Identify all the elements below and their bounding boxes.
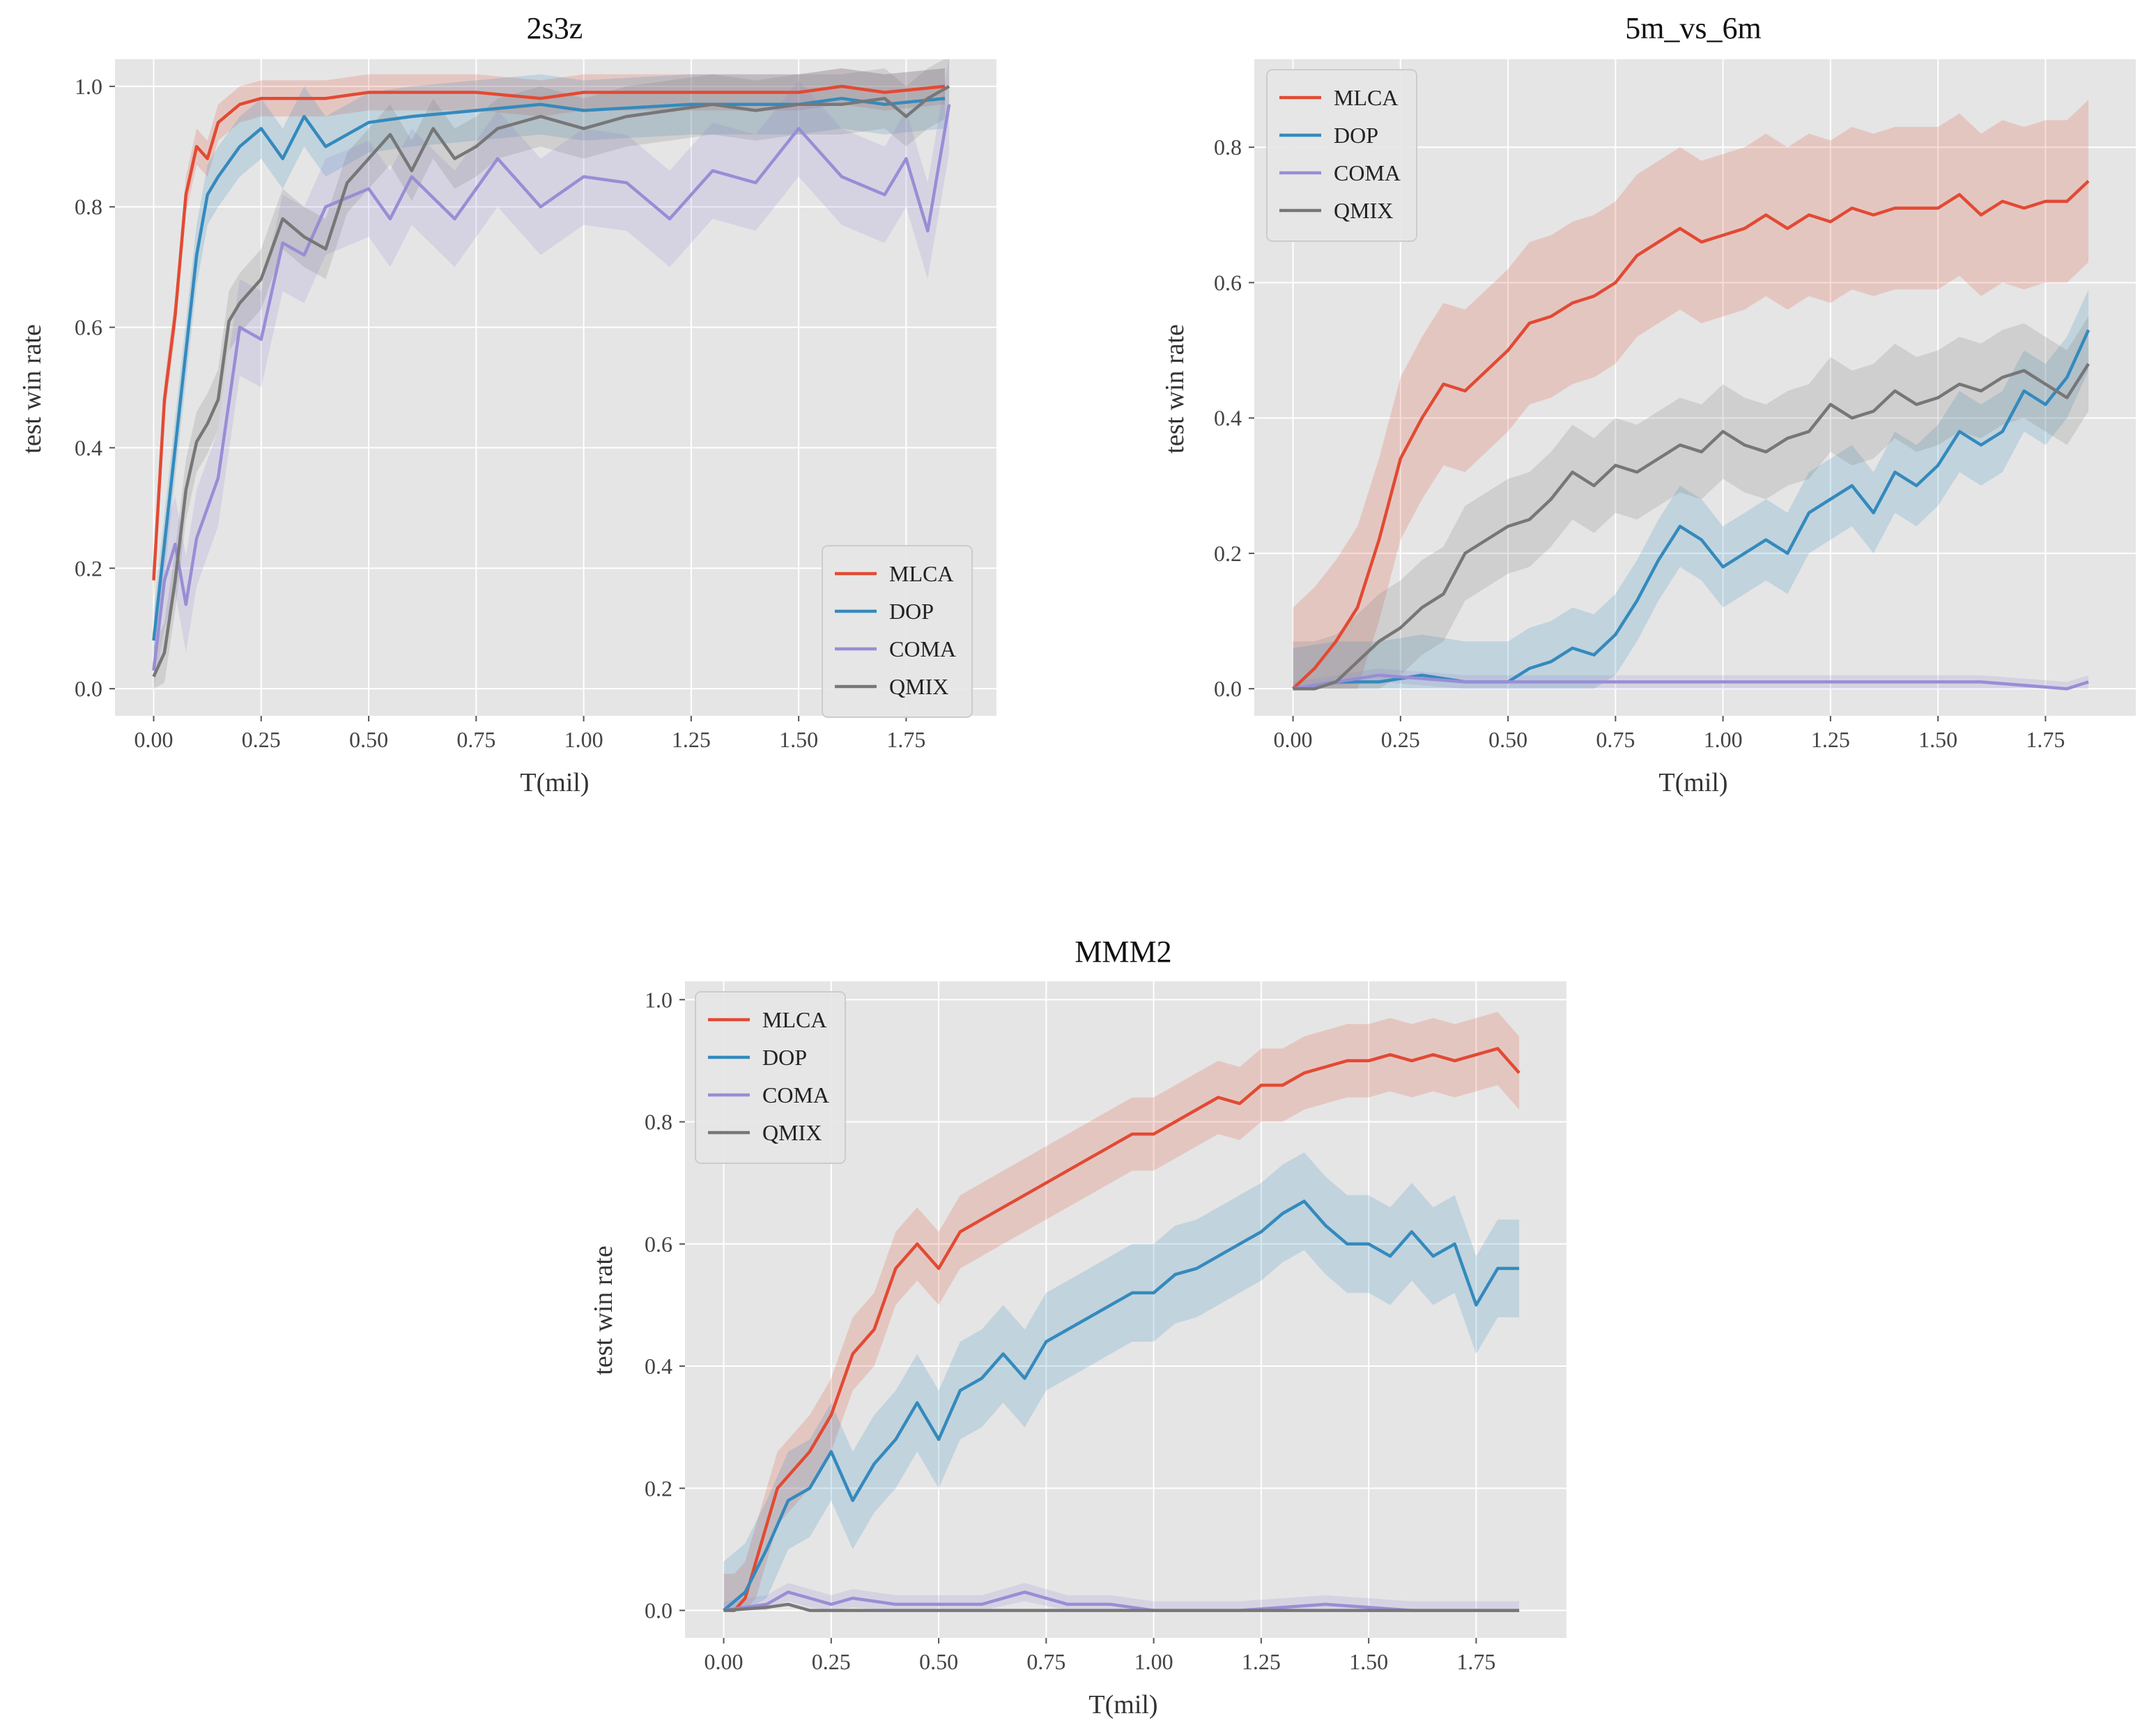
confidence-band-mlca (153, 68, 945, 599)
y-tick-label: 0.0 (645, 1598, 672, 1623)
legend-label-dop: DOP (1334, 123, 1378, 148)
confidence-band-coma (153, 59, 950, 689)
y-tick-label: 0.4 (645, 1354, 672, 1379)
plot-area: 0.00 0.25 0.50 0.75 1.00 1.25 1.50 1.75 0.0 0.2 0.… (75, 59, 996, 752)
legend-label-coma: COMA (889, 636, 956, 661)
legend: MLCA DOP COMA QMIX (822, 545, 973, 718)
x-tick-label: 0.75 (1596, 727, 1635, 752)
y-tick-label: 0.8 (645, 1110, 672, 1135)
x-axis-label: T(mil) (1088, 1690, 1157, 1719)
series-layer (152, 59, 951, 689)
series-layer (723, 1011, 1520, 1612)
chart-mmm2: 0.00 0.25 0.50 0.75 1.00 1.25 1.50 1.75 0.0 0.2 0.… (589, 935, 1566, 1719)
series-line-dop (723, 1200, 1520, 1612)
x-tick-label: 1.00 (564, 727, 603, 752)
legend-box (1266, 69, 1417, 242)
y-tick-label: 0.4 (1214, 406, 1242, 431)
x-tick-label: 1.50 (1918, 727, 1957, 752)
x-tick-label: 0.50 (919, 1649, 958, 1674)
x-tick-label: 1.25 (672, 727, 711, 752)
y-tick-label: 0.8 (1214, 135, 1242, 160)
legend-label-qmix: QMIX (762, 1120, 822, 1145)
legend-label-dop: DOP (889, 599, 934, 624)
confidence-band-coma (1293, 668, 2089, 689)
x-tick-label: 0.00 (704, 1649, 744, 1674)
chart-title: MMM2 (1075, 935, 1171, 969)
legend-label-coma: COMA (762, 1082, 829, 1108)
legend-label-mlca: MLCA (762, 1007, 826, 1032)
series-line-coma (1293, 673, 2089, 691)
y-tick-label: 0.6 (1214, 270, 1242, 295)
x-tick-label: 0.25 (1381, 727, 1420, 752)
chart-title: 5m_vs_6m (1625, 11, 1762, 45)
legend-box (822, 545, 973, 718)
legend: MLCA DOP COMA QMIX (695, 991, 846, 1164)
y-axis-label: test win rate (589, 1246, 618, 1375)
confidence-band-qmix (153, 59, 950, 689)
x-tick-label: 1.75 (2026, 727, 2065, 752)
y-tick-label: 0.8 (75, 194, 102, 220)
confidence-band-dop (723, 1152, 1520, 1611)
confidence-band-dop (153, 68, 945, 671)
x-tick-label: 1.25 (1242, 1649, 1281, 1674)
series-line-dop (152, 96, 946, 641)
x-tick-label: 1.00 (1704, 727, 1743, 752)
series-line-dop (1293, 329, 2090, 691)
x-axis-label: T(mil) (520, 768, 589, 797)
x-tick-label: 0.25 (242, 727, 281, 752)
legend-label-qmix: QMIX (889, 674, 948, 699)
series-line-coma (723, 1591, 1520, 1612)
x-tick-label: 0.25 (812, 1649, 851, 1674)
y-tick-label: 1.0 (75, 74, 102, 99)
series-line-qmix (723, 1602, 1520, 1612)
legend-label-qmix: QMIX (1334, 198, 1393, 223)
series-line-mlca (1291, 180, 2090, 690)
series-line-mlca (152, 84, 946, 581)
confidence-band-mlca (1293, 100, 2089, 689)
y-tick-label: 1.0 (645, 987, 672, 1012)
x-tick-label: 0.75 (456, 727, 495, 752)
y-tick-label: 0.2 (645, 1476, 672, 1501)
x-tick-label: 0.00 (1274, 727, 1313, 752)
x-axis-label: T(mil) (1658, 768, 1727, 797)
y-tick-label: 0.2 (1214, 541, 1242, 566)
y-tick-label: 0.2 (75, 555, 102, 581)
x-tick-label: 1.50 (779, 727, 818, 752)
x-tick-label: 0.00 (134, 727, 174, 752)
x-tick-label: 0.75 (1026, 1649, 1065, 1674)
x-tick-label: 1.75 (1456, 1649, 1495, 1674)
x-tick-label: 1.25 (1811, 727, 1850, 752)
series-line-qmix (1293, 362, 2090, 691)
y-axis-label: test win rate (1160, 324, 1189, 454)
x-tick-label: 1.75 (886, 727, 925, 752)
x-tick-label: 0.50 (1488, 727, 1527, 752)
y-tick-label: 0.6 (645, 1232, 672, 1257)
legend-label-dop: DOP (762, 1045, 807, 1070)
legend: MLCA DOP COMA QMIX (1266, 69, 1417, 242)
chart-5m-vs-6m: 0.00 0.25 0.50 0.75 1.00 1.25 1.50 1.75 0.0 0.2 0.… (1160, 11, 2136, 797)
y-axis-label: test win rate (17, 324, 47, 454)
y-tick-label: 0.6 (75, 315, 102, 340)
series-line-mlca (723, 1047, 1520, 1612)
y-tick-label: 0.0 (75, 676, 102, 701)
series-line-coma (152, 104, 951, 671)
x-tick-label: 1.50 (1349, 1649, 1388, 1674)
legend-label-coma: COMA (1334, 160, 1401, 185)
chart-title: 2s3z (527, 11, 583, 45)
x-tick-label: 1.00 (1134, 1649, 1173, 1674)
confidence-band-mlca (723, 1011, 1520, 1611)
y-tick-label: 0.0 (1214, 676, 1242, 701)
legend-label-mlca: MLCA (1334, 85, 1398, 110)
confidence-band-qmix (1293, 316, 2089, 689)
series-line-qmix (152, 84, 950, 677)
x-tick-label: 0.50 (349, 727, 388, 752)
legend-box (695, 991, 846, 1164)
series-layer (1291, 100, 2090, 691)
legend-label-mlca: MLCA (889, 561, 953, 586)
y-tick-label: 0.4 (75, 435, 102, 460)
chart-2s3z: 0.00 0.25 0.50 0.75 1.00 1.25 1.50 1.75 0.0 0.2 0.… (17, 11, 996, 797)
